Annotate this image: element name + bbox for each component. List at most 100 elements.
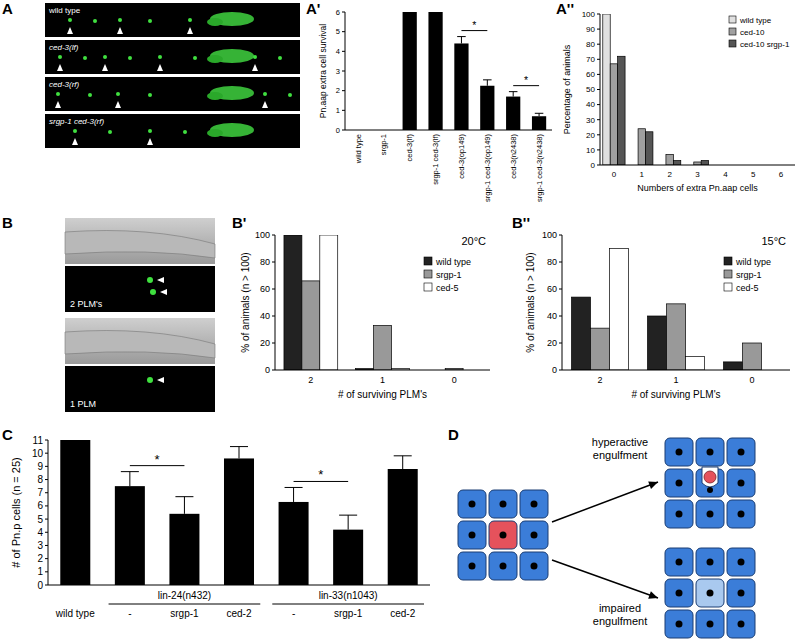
error-bar	[285, 487, 303, 502]
y-tick	[45, 466, 48, 467]
y-axis	[562, 235, 563, 370]
bar	[724, 362, 743, 370]
bar	[169, 514, 199, 585]
y-tick-label: 40	[547, 311, 557, 321]
error-cap	[175, 496, 193, 497]
x-tick-label: ced-2	[390, 608, 415, 619]
y-tick-label: 3	[37, 540, 43, 551]
y-tick	[272, 343, 275, 344]
y-tick-label: 30	[586, 116, 595, 125]
arrowhead	[187, 27, 193, 34]
engulfment-pocket	[702, 467, 718, 487]
y-tick	[597, 74, 600, 75]
gfp-cell	[83, 56, 87, 60]
bar	[666, 154, 673, 165]
nucleus	[707, 511, 714, 518]
panel-label: B'	[232, 214, 246, 231]
nucleus	[738, 590, 745, 597]
diagram-label-line: hyperactive	[592, 436, 648, 448]
x-tick-label: ced-3(lf)	[405, 134, 414, 162]
cell	[696, 610, 724, 638]
bar	[333, 530, 363, 585]
gfp-signal	[207, 129, 223, 137]
cell	[665, 500, 693, 528]
gfp-cell	[148, 19, 152, 23]
image-label: ced-3(lf)	[49, 43, 79, 52]
y-tick-label: 0	[552, 365, 557, 375]
bar	[618, 56, 625, 165]
diagram-label: hyperactiveengulfment	[592, 436, 648, 461]
error-cap	[457, 36, 466, 37]
panel-label: B	[2, 214, 13, 231]
arrowhead	[115, 101, 121, 108]
y-axis-label: # of Pn.p cells (n = 25)	[10, 457, 22, 567]
y-tick	[272, 235, 275, 236]
error-line	[402, 456, 403, 469]
legend: wild typesrgp-1ced-5	[724, 257, 771, 293]
cell	[458, 521, 486, 549]
y-tick-label: 0	[591, 161, 596, 170]
arrowhead	[157, 377, 164, 383]
gfp-cell	[103, 55, 107, 59]
panel-label: C	[2, 426, 13, 443]
nucleus	[707, 590, 714, 597]
diagram-label-line: engulfment	[593, 449, 647, 461]
nucleus	[531, 563, 538, 570]
y-axis	[275, 235, 276, 370]
bar	[403, 12, 417, 130]
nucleus	[500, 563, 507, 570]
y-tick-label: 8	[37, 474, 43, 485]
cell	[665, 469, 693, 497]
gfp-cell	[158, 55, 162, 59]
legend-swatch	[424, 283, 432, 291]
micrograph	[45, 77, 300, 111]
x-tick-label: wild type	[55, 608, 95, 619]
gfp-cell	[278, 56, 282, 60]
y-tick-label: 2	[336, 86, 340, 95]
bar	[115, 486, 145, 585]
cell-grid	[665, 438, 755, 528]
bar	[60, 440, 90, 585]
diagram-label-line: engulfment	[593, 615, 647, 627]
nucleus	[738, 480, 745, 487]
x-tick-label: -	[292, 608, 295, 619]
y-tick-label: 80	[586, 40, 595, 49]
image-label: srgp-1 ced-3(rf)	[49, 117, 104, 126]
cell	[696, 469, 724, 497]
x-tick-label: 2	[667, 170, 672, 179]
y-tick-label: 80	[260, 257, 270, 267]
marks	[60, 440, 417, 585]
gfp-cell	[188, 18, 192, 22]
arrowhead	[72, 138, 78, 145]
error-cap	[285, 487, 303, 488]
legend-swatch	[424, 270, 432, 278]
y-tick	[559, 289, 562, 290]
y-tick-label: 5	[336, 27, 340, 36]
error-line	[461, 37, 462, 44]
y-tick-label: 1	[37, 566, 43, 577]
x-tick-label: 0	[749, 375, 754, 385]
x-tick-label: ced-3(op149)	[457, 134, 466, 179]
significance-label: *	[155, 452, 160, 467]
gfp-image	[65, 366, 215, 412]
error-line	[348, 515, 349, 530]
y-tick	[597, 134, 600, 135]
bar	[320, 235, 338, 370]
x-axis	[600, 165, 795, 166]
y-tick-label: 7	[37, 487, 43, 498]
nucleus	[707, 559, 714, 566]
chart-title: 15°C	[761, 235, 786, 247]
arrowhead	[262, 101, 268, 108]
y-tick	[342, 130, 345, 131]
bar	[480, 86, 494, 130]
y-tick	[272, 262, 275, 263]
legend-label: ced-10 srgp-1	[740, 40, 790, 49]
cell-grid	[665, 548, 755, 638]
error-line	[487, 80, 488, 86]
x-tick-label: wild type	[354, 134, 363, 164]
y-tick-label: 80	[547, 257, 557, 267]
nucleus	[707, 621, 714, 628]
bar	[532, 116, 546, 130]
gfp-signal	[207, 18, 223, 26]
y-tick-label: 50	[586, 85, 595, 94]
